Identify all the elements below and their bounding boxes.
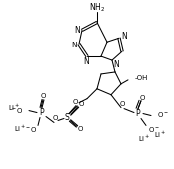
- Text: O: O: [78, 101, 84, 107]
- Text: N: N: [71, 42, 77, 48]
- Text: O: O: [119, 101, 125, 107]
- Text: P: P: [40, 108, 44, 117]
- Text: N: N: [83, 57, 89, 66]
- Text: O$^-$: O$^-$: [148, 125, 160, 134]
- Text: $^-$O: $^-$O: [10, 106, 23, 115]
- Text: N: N: [121, 32, 127, 41]
- Text: $^-$O: $^-$O: [24, 125, 37, 134]
- Text: Li$^+$: Li$^+$: [138, 134, 150, 144]
- Text: Li$^+$: Li$^+$: [14, 123, 26, 134]
- Text: O: O: [40, 93, 46, 99]
- Text: O: O: [139, 95, 145, 101]
- Text: O: O: [72, 99, 78, 105]
- Text: O$^-$: O$^-$: [157, 110, 169, 119]
- Text: P: P: [136, 109, 140, 118]
- Text: NH$_2$: NH$_2$: [89, 1, 105, 14]
- Text: S: S: [65, 113, 69, 122]
- Text: O: O: [77, 126, 83, 132]
- Text: O: O: [52, 115, 58, 120]
- Text: N: N: [113, 59, 119, 68]
- Text: Li$^+$: Li$^+$: [8, 102, 20, 113]
- Text: Li$^+$: Li$^+$: [154, 130, 166, 140]
- Text: -OH: -OH: [135, 75, 148, 81]
- Text: N: N: [74, 26, 80, 35]
